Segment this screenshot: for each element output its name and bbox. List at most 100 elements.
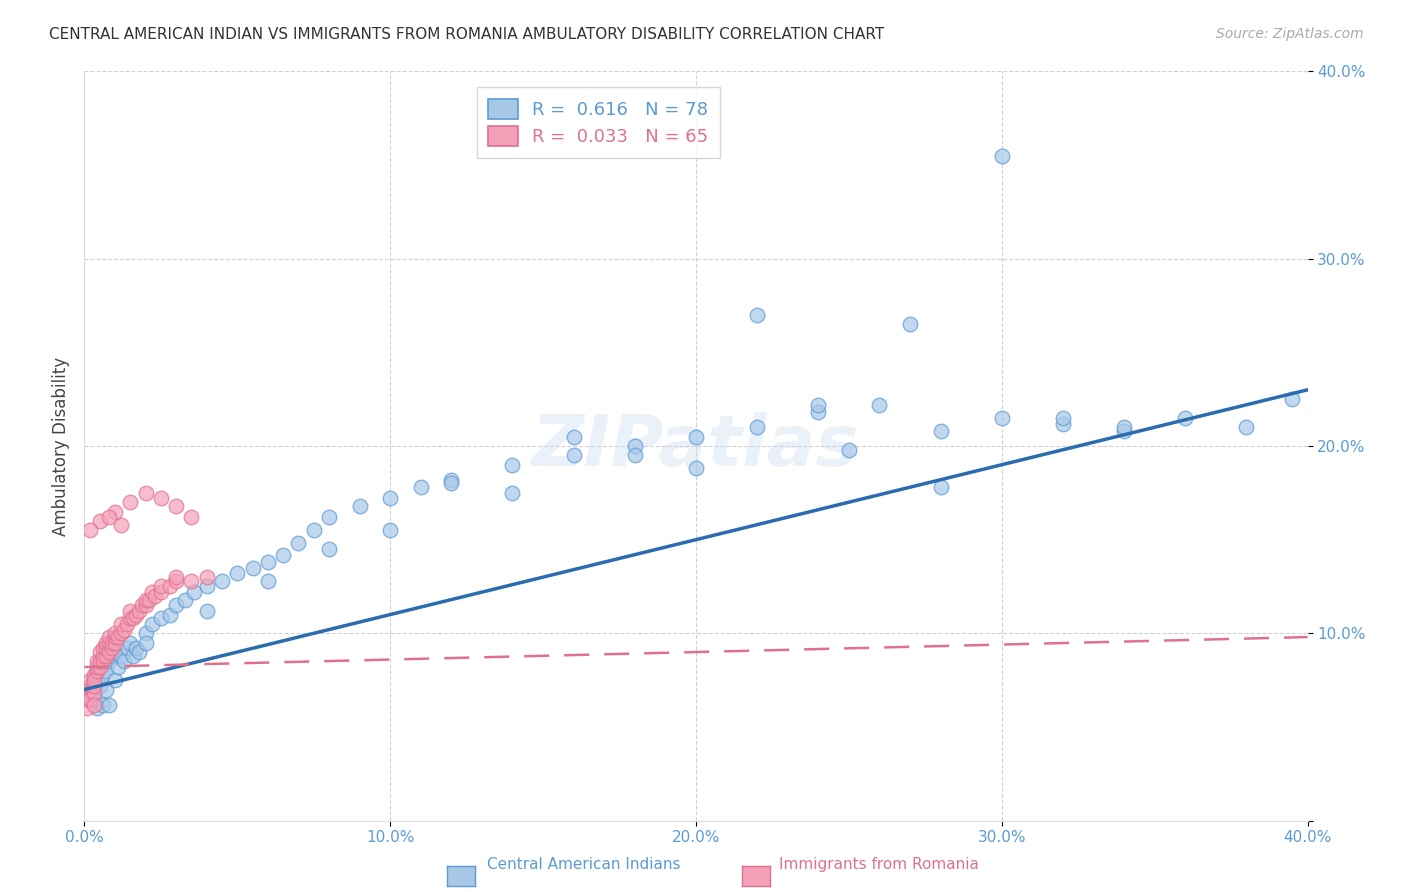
Point [624,449,647,463]
Point [1052,411,1074,425]
Point [141,585,163,599]
Point [1114,424,1136,438]
Point [1281,392,1303,407]
Point [125,641,148,656]
Point [97,510,120,524]
Point [83,673,105,688]
Point [97,645,120,659]
Point [349,499,371,513]
Point [91,667,114,681]
Point [104,505,127,519]
Point [79,679,101,693]
Text: Central American Indians: Central American Indians [486,857,681,872]
Point [101,635,124,649]
Text: CENTRAL AMERICAN INDIAN VS IMMIGRANTS FROM ROMANIA AMBULATORY DISABILITY CORRELA: CENTRAL AMERICAN INDIAN VS IMMIGRANTS FR… [49,27,884,42]
Point [76,682,98,697]
Point [180,510,202,524]
Point [138,592,160,607]
Point [174,592,197,607]
Point [104,635,127,649]
Point [807,398,830,412]
Point [112,623,135,637]
Point [318,510,340,524]
Point [101,641,124,656]
Point [79,673,101,688]
Point [97,655,120,669]
Point [83,686,105,700]
Point [318,542,340,557]
Point [120,635,142,649]
Point [135,486,157,500]
Point [1052,417,1074,431]
Point [135,599,157,613]
Point [242,561,264,575]
Point [120,495,142,509]
Point [165,570,187,584]
Point [104,630,127,644]
Point [97,635,120,649]
Point [91,655,114,669]
Point [257,555,280,569]
Point [115,617,138,632]
Point [159,580,181,594]
Point [76,701,98,715]
Point [180,574,202,588]
Point [409,480,432,494]
Point [149,611,172,625]
Point [128,604,150,618]
Point [89,514,111,528]
Legend: R =  0.616   N = 78, R =  0.033   N = 65: R = 0.616 N = 78, R = 0.033 N = 65 [477,87,720,158]
Point [502,458,524,472]
Point [83,692,105,706]
Point [685,461,707,475]
Point [89,645,111,659]
Point [94,635,117,649]
Point [271,548,294,562]
Point [79,679,101,693]
Point [135,626,157,640]
Point [97,698,120,712]
Point [149,491,172,506]
Point [107,630,129,644]
Point [104,673,127,688]
Point [380,524,402,538]
Point [502,486,524,500]
Point [83,667,105,681]
Point [141,617,163,632]
Point [115,641,138,656]
Point [120,611,142,625]
Point [135,592,157,607]
Point [79,686,101,700]
Point [89,655,111,669]
Point [562,430,585,444]
Point [86,664,108,678]
Point [83,679,105,693]
Point [991,411,1014,425]
Point [107,660,129,674]
Point [112,655,135,669]
Point [89,679,111,693]
Point [83,673,105,688]
Point [159,607,181,622]
Point [747,308,769,322]
Point [165,499,187,513]
Point [195,570,218,584]
Point [165,574,187,588]
Point [86,660,108,674]
Point [440,476,463,491]
Point [929,480,952,494]
Point [86,664,108,678]
Point [79,692,101,706]
Point [143,589,166,603]
Point [838,442,860,457]
Point [122,611,145,625]
Point [86,701,108,715]
Point [287,536,309,550]
Point [89,660,111,674]
Text: Source: ZipAtlas.com: Source: ZipAtlas.com [1216,27,1364,41]
Point [562,449,585,463]
Point [929,424,952,438]
Point [135,635,157,649]
Point [89,655,111,669]
Point [302,524,325,538]
